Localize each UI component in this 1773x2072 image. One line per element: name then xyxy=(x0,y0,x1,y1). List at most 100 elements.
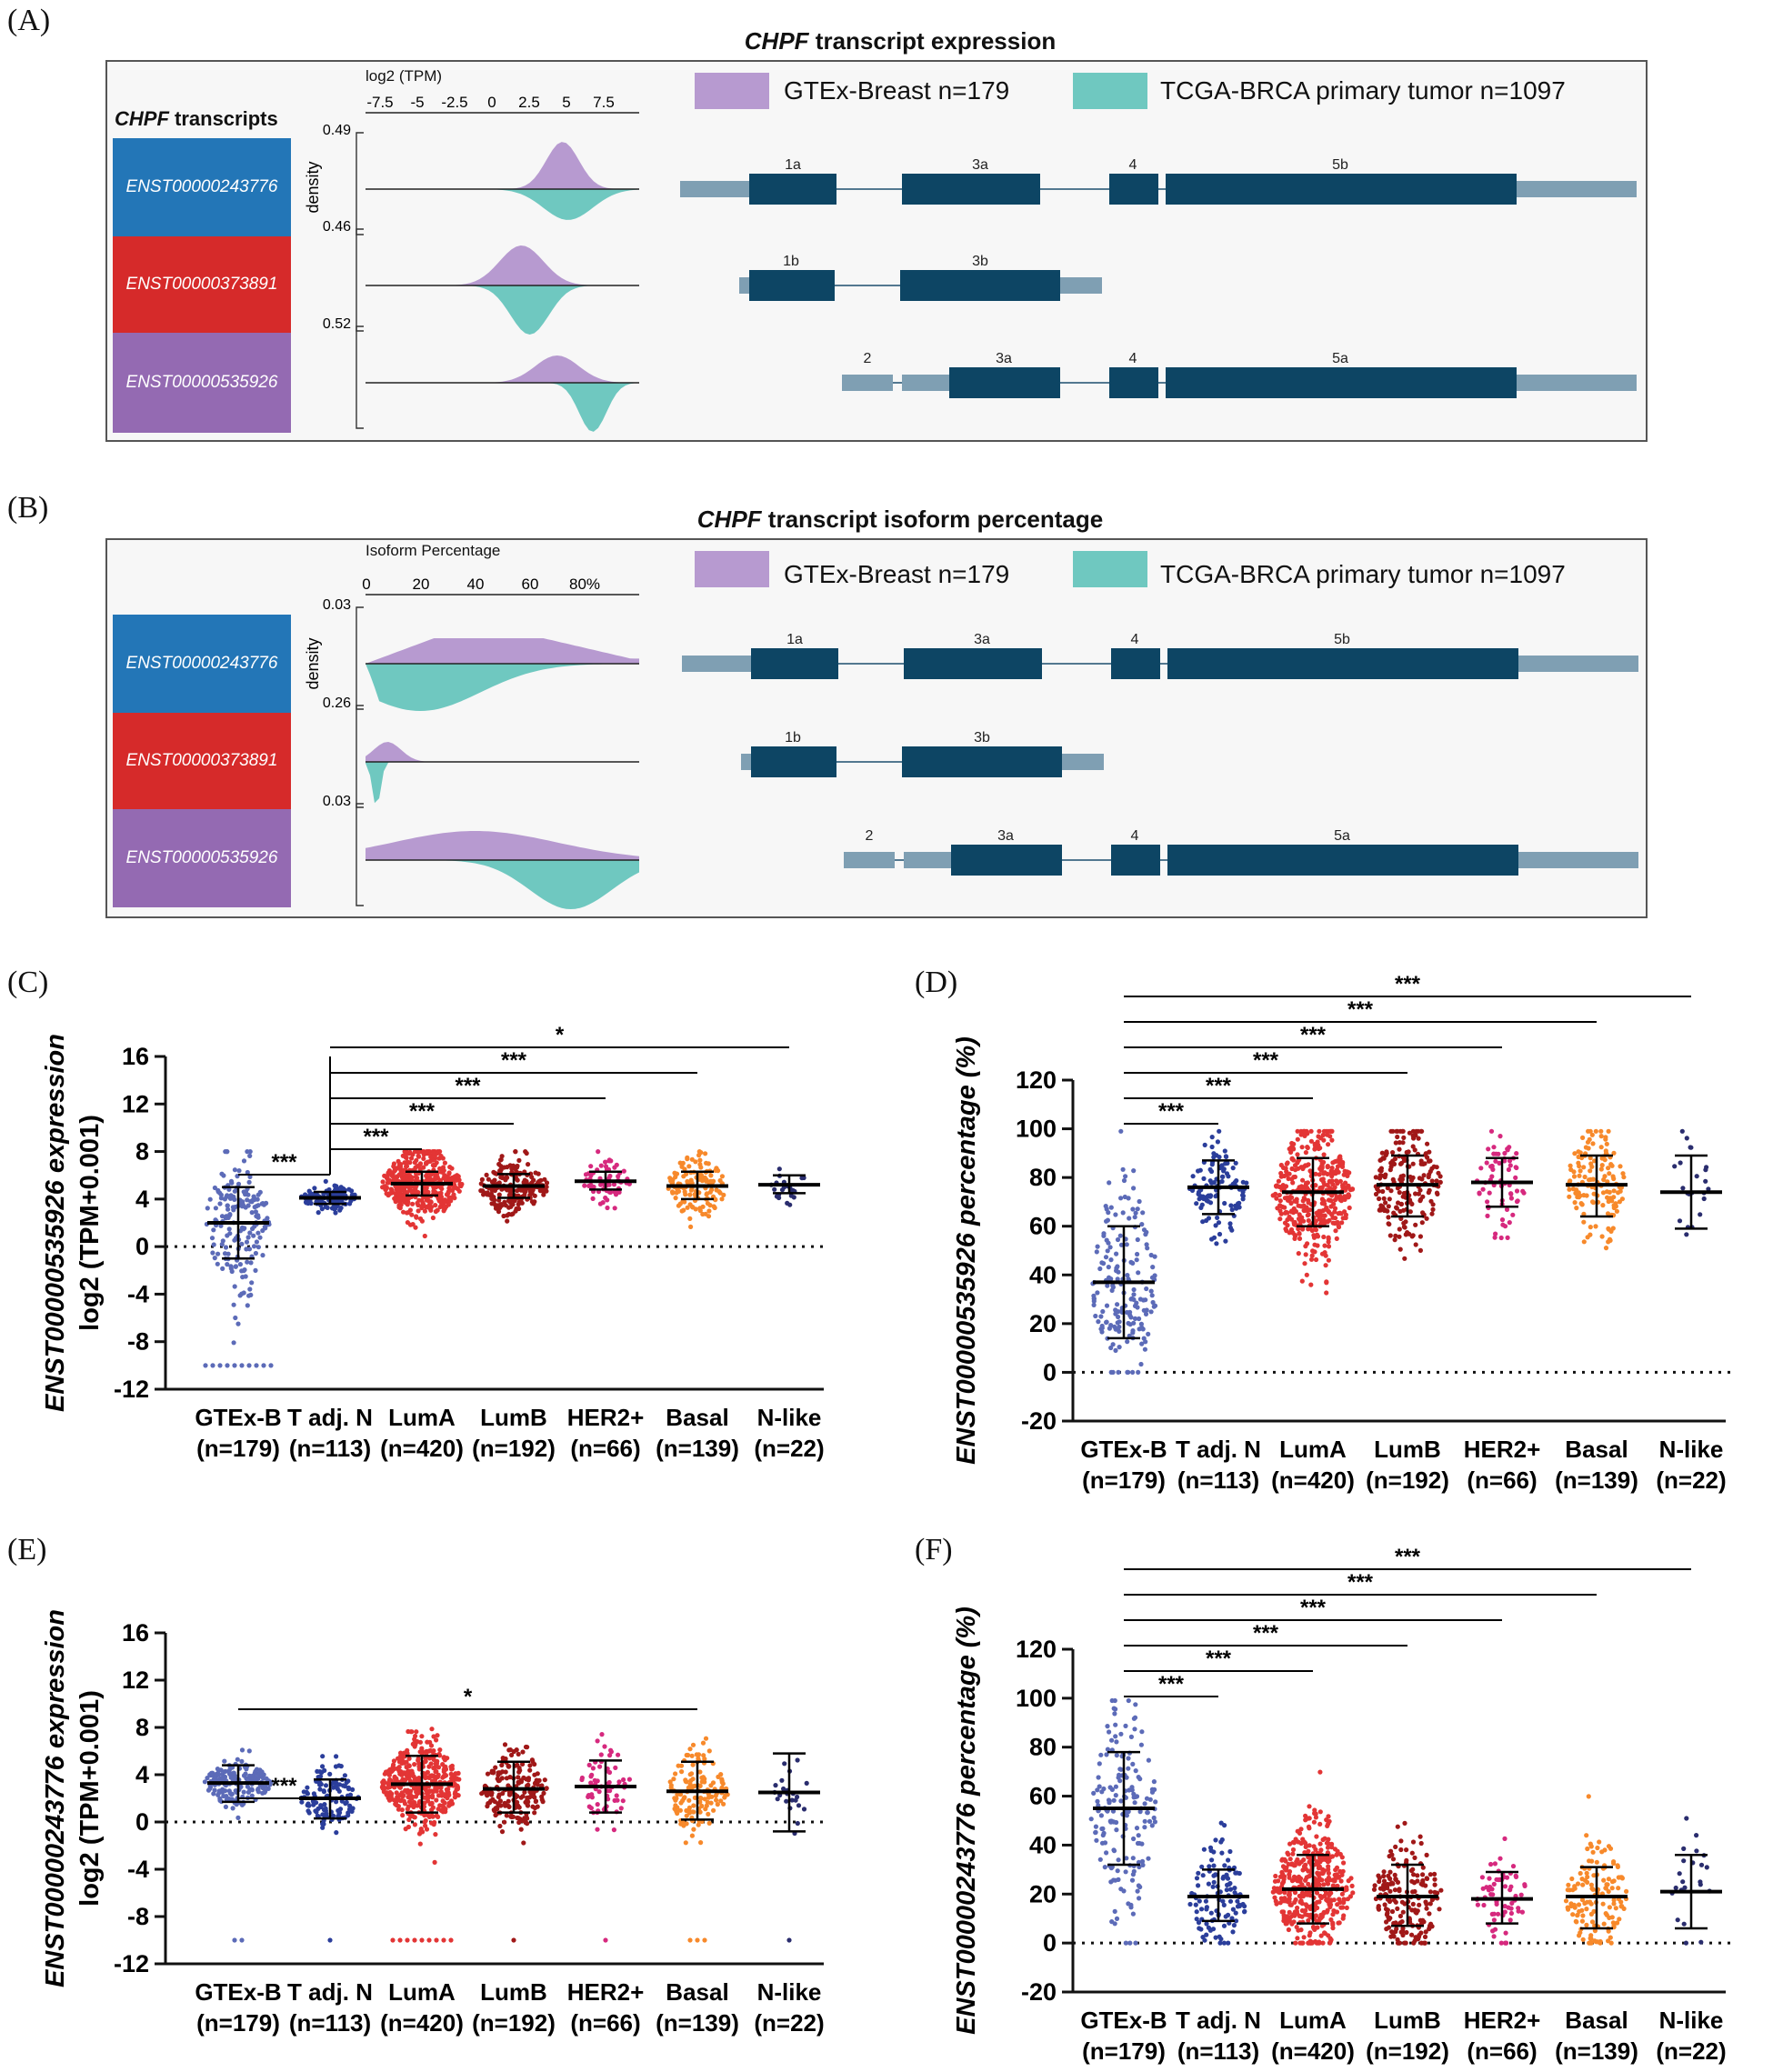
chart-f-point-2-378 xyxy=(1288,1914,1294,1919)
chart-f-point-0-156 xyxy=(1131,1836,1137,1842)
panel-b-density-label: density xyxy=(304,637,322,689)
chart-f-point-3-101 xyxy=(1395,1937,1400,1942)
panel-a-exon-2-4 xyxy=(1166,367,1517,398)
chart-f-x-count-5: (n=139) xyxy=(1555,2037,1638,2065)
chart-c-point-2-140 xyxy=(433,1208,438,1215)
chart-f-point-0-50 xyxy=(1112,1921,1117,1927)
panel-a-exon-1-3 xyxy=(1060,277,1102,294)
chart-c-point-2-283 xyxy=(437,1204,443,1210)
chart-f-point-1-105 xyxy=(1218,1937,1224,1942)
chart-f-point-0-161 xyxy=(1124,1813,1129,1818)
chart-f-point-3-7 xyxy=(1410,1901,1416,1907)
chart-f-point-0-145 xyxy=(1112,1711,1117,1717)
chart-f-point-0-141 xyxy=(1100,1832,1106,1838)
panel-b-exon-2-0 xyxy=(844,852,895,868)
panel-a-axis-tick-6: 7.5 xyxy=(593,94,615,111)
panel-a-density-bracket-2 xyxy=(356,325,364,429)
chart-c-point-0-41 xyxy=(255,1230,261,1236)
chart-f-point-2-367 xyxy=(1326,1864,1331,1869)
chart-f-sig-label-3: *** xyxy=(1300,1596,1327,1620)
chart-f-point-1-64 xyxy=(1211,1849,1217,1855)
chart-f-y-tick-label-0: -20 xyxy=(1021,1978,1057,2006)
chart-c-point-0-155 xyxy=(224,1214,229,1219)
panel-b-title-rest: transcript isoform percentage xyxy=(761,505,1104,533)
chart-c-point-0-177 xyxy=(225,1206,231,1212)
panel-a-exon-label-0-3: 5b xyxy=(1332,157,1348,173)
chart-f-point-4-10 xyxy=(1510,1864,1517,1869)
chart-f-point-5-79 xyxy=(1611,1859,1617,1865)
chart-f-point-2-321 xyxy=(1307,1826,1312,1831)
transcripts-heading: CHPF transcripts xyxy=(115,107,278,131)
chart-f-y-tick-label-4: 60 xyxy=(1029,1783,1057,1810)
panel-label-a: (A) xyxy=(7,4,51,37)
chart-f-point-0-176 xyxy=(1118,1887,1124,1892)
chart-f-point-5-134 xyxy=(1570,1912,1576,1917)
transcript-box-a-1: ENST00000243776 xyxy=(113,138,291,236)
chart-f-point-0-160 xyxy=(1113,1707,1118,1712)
chart-f-point-2-387 xyxy=(1287,1909,1292,1915)
legend-text-gtex-b: GTEx-Breast n=179 xyxy=(784,560,1010,588)
chart-c-x-count-2: (n=420) xyxy=(380,1435,464,1462)
chart-f-point-5-108 xyxy=(1565,1887,1570,1893)
chart-f-point-4-62 xyxy=(1494,1901,1499,1907)
chart-f-y-tick-label-5: 80 xyxy=(1029,1734,1057,1761)
chart-f-point-3-50 xyxy=(1410,1889,1416,1895)
chart-f-point-0-138 xyxy=(1147,1818,1153,1824)
chart-f-point-6-17 xyxy=(1698,1862,1705,1867)
chart-f-point-3-164 xyxy=(1389,1852,1395,1857)
chart-c-point-0-103 xyxy=(248,1260,254,1266)
chart-f-point-5-12 xyxy=(1590,1849,1596,1855)
chart-f-point-4-63 xyxy=(1488,1861,1494,1867)
chart-c-point-0-149 xyxy=(245,1169,250,1176)
panel-a-density-max-1: 0.46 xyxy=(323,219,351,235)
panel-b-exon-0-5 xyxy=(1518,656,1638,672)
panel-b-exon-2-1 xyxy=(904,852,951,868)
chart-c-point-0-8 xyxy=(205,1206,210,1211)
chart-c-point-2-217 xyxy=(422,1208,427,1214)
chart-f-point-1-106 xyxy=(1226,1940,1231,1946)
chart-f-point-2-187 xyxy=(1317,1841,1323,1847)
chart-f-point-6-18 xyxy=(1675,1917,1680,1923)
chart-f-point-2-372 xyxy=(1328,1917,1334,1923)
chart-c-point-1-109 xyxy=(335,1186,340,1191)
chart-f-point-2-289 xyxy=(1302,1908,1307,1914)
chart-f-point-5-128 xyxy=(1609,1915,1615,1920)
chart-f-point-0-81 xyxy=(1126,1697,1131,1704)
chart-f-point-2-279 xyxy=(1289,1921,1295,1927)
chart-f-point-0-173 xyxy=(1113,1734,1118,1739)
chart-f-point-3-176 xyxy=(1385,1907,1390,1913)
chart-f-point-3-190 xyxy=(1386,1925,1392,1930)
chart-c-point-0-148 xyxy=(246,1246,253,1252)
chart-f-x-label-4: HER2+ xyxy=(1464,2007,1541,2034)
chart-c-point-0-106 xyxy=(253,1267,258,1273)
chart-f-point-2-410 xyxy=(1325,1897,1330,1903)
chart-f-point-4-14 xyxy=(1498,1856,1503,1861)
chart-c-point-0-128 xyxy=(233,1204,238,1210)
chart-f-point-3-127 xyxy=(1427,1911,1432,1917)
chart-f-point-6-12 xyxy=(1681,1858,1687,1864)
chart-c-x-label-5: Basal xyxy=(666,1404,728,1431)
panel-a-exon-0-1 xyxy=(749,174,836,205)
legend-swatch-gtex-a xyxy=(695,73,769,109)
chart-f-point-0-172 xyxy=(1115,1868,1120,1874)
chart-f-point-5-95 xyxy=(1588,1940,1593,1946)
chart-f-point-5-50 xyxy=(1588,1844,1594,1849)
chart-f-point-3-45 xyxy=(1424,1906,1429,1911)
chart-f-point-1-66 xyxy=(1223,1914,1228,1919)
chart-f-point-6-10 xyxy=(1698,1882,1703,1887)
chart-f-point-1-80 xyxy=(1201,1847,1207,1852)
chart-f-point-1-77 xyxy=(1204,1907,1209,1912)
chart-f-point-6-7 xyxy=(1680,1879,1686,1885)
chart-c-point-1-60 xyxy=(333,1210,338,1216)
chart-c-point-0-20 xyxy=(247,1230,253,1236)
chart-c-point-0-79 xyxy=(245,1235,251,1240)
chart-f-point-0-123 xyxy=(1130,1856,1136,1861)
chart-c-point-0-80 xyxy=(213,1206,218,1211)
chart-f-point-2-268 xyxy=(1306,1874,1311,1879)
chart-f-point-2-404 xyxy=(1337,1897,1342,1902)
chart-f-point-5-69 xyxy=(1621,1906,1627,1911)
panel-a-density-tcga-2 xyxy=(366,383,639,432)
panel-b-density-bracket-2 xyxy=(356,803,364,906)
